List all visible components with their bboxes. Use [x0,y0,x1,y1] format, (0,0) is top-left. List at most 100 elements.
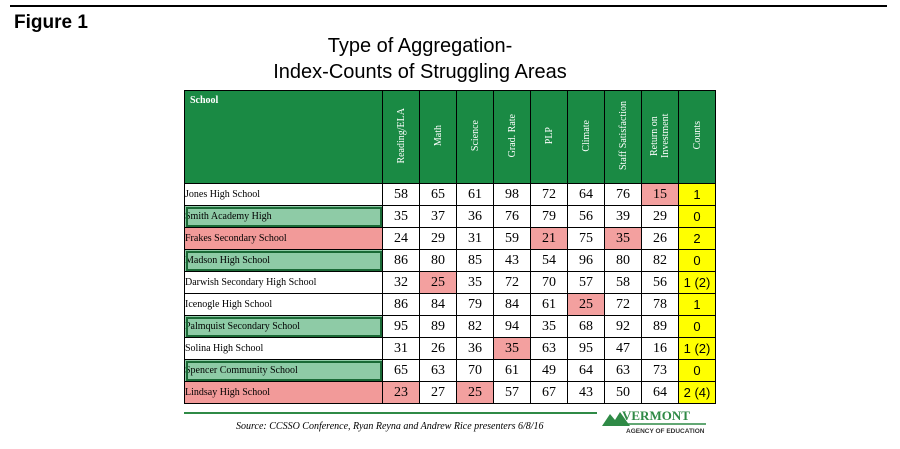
table-row: Smith Academy High 35 37 36 76 79 56 39 29 0 [184,205,716,228]
column-header-label: Reading/ELA [395,107,407,164]
score-cell: 21 [530,227,568,250]
table-row: Lindsay High School 23 27 25 57 67 43 50 64 2 (4) [184,381,716,404]
struggling-areas-table: School Reading/ELA Math Science Grad. Rate P… [184,90,716,404]
score-cell: 32 [382,271,420,294]
score-cell: 24 [382,227,420,250]
score-cell: 72 [530,183,568,206]
score-cell: 72 [604,293,642,316]
score-cell: 31 [382,337,420,360]
score-cell: 82 [641,249,679,272]
count-cell: 2 [678,227,716,250]
score-cell: 25 [567,293,605,316]
school-column-header: School [184,90,383,184]
column-header-label: Staff Satisfaction [617,101,629,170]
score-cell: 86 [382,293,420,316]
column-header: Reading/ELA [382,90,420,184]
score-cell: 78 [641,293,679,316]
score-cell: 89 [641,315,679,338]
score-cell: 85 [456,249,494,272]
score-cell: 82 [456,315,494,338]
score-cell: 84 [419,293,457,316]
column-header-label: Science [469,119,481,152]
school-name: Spencer Community School [184,359,383,382]
table-row: Jones High School 58 65 61 98 72 64 76 15 1 [184,183,716,206]
count-cell: 0 [678,315,716,338]
score-cell: 63 [530,337,568,360]
title-line-1: Type of Aggregation- [327,35,513,57]
table-row: Darwish Secondary High School 32 25 35 72 70 5… [184,271,716,294]
school-name: Frakes Secondary School [184,227,383,250]
figure-label: Figure 1 [14,12,88,33]
school-name: Darwish Secondary High School [184,271,383,294]
score-cell: 15 [641,183,679,206]
score-cell: 80 [419,249,457,272]
score-cell: 75 [567,227,605,250]
column-header: Climate [567,90,605,184]
vermont-logo: VERMONT AGENCY OF EDUCATION [602,408,706,435]
table-row: Madson High School 86 80 85 43 54 96 80 82 0 [184,249,716,272]
score-cell: 64 [567,359,605,382]
score-cell: 92 [604,315,642,338]
table-row: Spencer Community School 65 63 70 61 49 64 63 73… [184,359,716,382]
score-cell: 35 [456,271,494,294]
score-cell: 89 [419,315,457,338]
score-cell: 98 [493,183,531,206]
source-note: Source: CCSSO Conference, Ryan Reyna and… [236,421,544,432]
score-cell: 76 [604,183,642,206]
score-cell: 56 [567,205,605,228]
score-cell: 72 [493,271,531,294]
count-cell: 1 [678,183,716,206]
score-cell: 80 [604,249,642,272]
count-cell: 2 (4) [678,381,716,404]
school-name: Lindsay High School [184,381,383,404]
score-cell: 79 [530,205,568,228]
column-header-label: Climate [580,119,592,152]
column-header: Staff Satisfaction [604,90,642,184]
score-cell: 47 [604,337,642,360]
score-cell: 58 [382,183,420,206]
score-cell: 23 [382,381,420,404]
column-header-label: Grad. Rate [506,113,518,158]
top-rule [10,5,887,7]
score-cell: 43 [493,249,531,272]
score-cell: 96 [567,249,605,272]
count-cell: 0 [678,249,716,272]
score-cell: 63 [419,359,457,382]
score-cell: 70 [530,271,568,294]
header-row: School Reading/ELA Math Science Grad. Rate P… [184,90,716,184]
count-cell: 0 [678,205,716,228]
school-name: Palmquist Secondary School [184,315,383,338]
score-cell: 86 [382,249,420,272]
column-header-label: Counts [691,121,703,150]
column-header-label: Return on Investment [649,113,671,158]
footer-rule [184,412,597,414]
table-row: Solina High School 31 26 36 35 63 95 47 16 1 (2) [184,337,716,360]
column-header-label: Math [432,124,444,147]
score-cell: 54 [530,249,568,272]
table-body: Jones High School 58 65 61 98 72 64 76 15 1 Smith … [184,183,716,404]
column-header: Grad. Rate [493,90,531,184]
score-cell: 63 [604,359,642,382]
score-cell: 94 [493,315,531,338]
table-row: Palmquist Secondary School 95 89 82 94 35 68 92… [184,315,716,338]
column-header: PLP [530,90,568,184]
score-cell: 50 [604,381,642,404]
score-cell: 65 [419,183,457,206]
score-cell: 25 [456,381,494,404]
score-cell: 65 [382,359,420,382]
score-cell: 25 [419,271,457,294]
score-cell: 61 [456,183,494,206]
score-cell: 37 [419,205,457,228]
score-cell: 61 [493,359,531,382]
score-cell: 59 [493,227,531,250]
score-cell: 95 [567,337,605,360]
score-cell: 36 [456,205,494,228]
score-cell: 27 [419,381,457,404]
column-header: Math [419,90,457,184]
table-row: Frakes Secondary School 24 29 31 59 21 75 35 26 2 [184,227,716,250]
score-cell: 64 [567,183,605,206]
score-cell: 29 [641,205,679,228]
svg-text:AGENCY OF EDUCATION: AGENCY OF EDUCATION [626,428,705,435]
score-cell: 49 [530,359,568,382]
score-cell: 64 [641,381,679,404]
